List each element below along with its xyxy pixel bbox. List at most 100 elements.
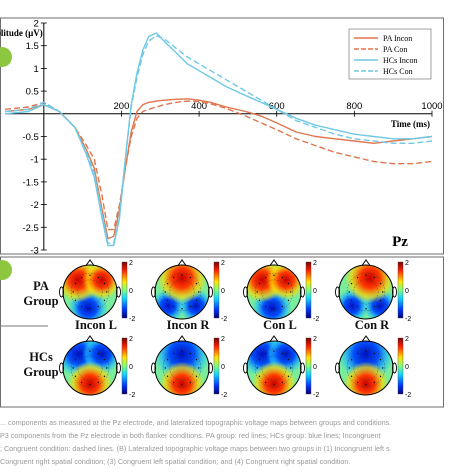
topo-contour xyxy=(169,355,195,381)
colorbar-tick-label: 2 xyxy=(221,336,225,343)
electrode-dot xyxy=(181,384,183,386)
topo-positive-blob xyxy=(344,265,393,304)
y-axis-label: Amplitude (µV) xyxy=(0,28,43,38)
head-ear-left xyxy=(335,362,340,374)
electrode-dot xyxy=(72,291,74,293)
legend-label-0: PA Incon xyxy=(383,34,412,43)
condition-label-incon-l: Incon L xyxy=(74,318,118,332)
electrode-dot xyxy=(379,299,382,302)
row-label-pa-line2: Group xyxy=(23,294,59,308)
electrode-dot xyxy=(287,299,290,302)
electrode-dot xyxy=(356,352,359,355)
y-tick-label: -0.5 xyxy=(22,132,38,143)
electrode-dot xyxy=(273,308,275,310)
electrode-dot xyxy=(172,305,175,308)
caption-line-4: Congruent right spatial condition; (3) C… xyxy=(0,457,351,466)
topo-contour xyxy=(77,279,103,305)
electrode-dot xyxy=(80,305,83,308)
colorbar-tick-label: 0 xyxy=(405,364,409,371)
head-outline xyxy=(246,340,302,396)
electrode-dot xyxy=(350,375,353,378)
electrode-dot xyxy=(89,384,91,386)
head-nose xyxy=(269,259,279,266)
panel-b-border xyxy=(0,256,444,408)
head-ear-left xyxy=(151,286,156,298)
series-line-3 xyxy=(4,35,433,244)
y-tick-label: 0.5 xyxy=(26,87,39,98)
electrode-dot xyxy=(350,299,353,302)
electrode-dot xyxy=(97,305,100,308)
colorbar xyxy=(213,261,220,319)
electrode-dot xyxy=(97,352,100,355)
head-ear-right xyxy=(208,362,213,374)
colorbar xyxy=(397,261,404,319)
electrode-dot xyxy=(181,350,183,352)
colorbar xyxy=(121,337,128,395)
head-ear-right xyxy=(392,362,397,374)
y-tick-label: 1.5 xyxy=(26,41,39,52)
head-ear-left xyxy=(151,362,156,374)
topo-map-0-1: 2 0 -2 xyxy=(151,259,227,323)
electrode-dot xyxy=(195,282,198,285)
electrode-dot xyxy=(80,352,83,355)
topo-positive-blob xyxy=(343,361,389,395)
electrode-dot xyxy=(365,384,367,386)
x-tick-label: 400 xyxy=(191,101,207,112)
topography-panel: 2 0 -2 2 0 -2 2 0 -2 2 0 -2 2 0 -2 2 0 -2 2 0 -2 2 0 -2 xyxy=(0,256,444,408)
electrode-dot xyxy=(103,282,106,285)
colorbar-tick-label: -2 xyxy=(405,316,411,323)
colorbar xyxy=(397,337,404,395)
electrode-dot xyxy=(290,367,292,369)
colorbar-tick-label: 2 xyxy=(313,336,317,343)
electrode-dot xyxy=(103,375,106,378)
y-tick-label: -1 xyxy=(30,155,38,166)
electrode-dot xyxy=(365,350,367,352)
colorbar-tick-label: -2 xyxy=(221,392,227,399)
colorbar xyxy=(305,261,312,319)
topo-fill xyxy=(155,265,209,319)
electrode-dot xyxy=(287,282,290,285)
electrode-dot xyxy=(287,375,290,378)
head-ear-right xyxy=(208,286,213,298)
panel-a-border xyxy=(0,17,444,255)
electrode-dot xyxy=(350,282,353,285)
electrode-dot xyxy=(74,375,77,378)
electrode-dot xyxy=(106,291,108,293)
electrode-dot xyxy=(256,367,258,369)
electrode-dot xyxy=(89,274,91,276)
colorbar-tick-label: -2 xyxy=(129,316,135,323)
topo-fill xyxy=(339,265,393,319)
electrode-dot xyxy=(348,367,350,369)
electrode-dot xyxy=(74,299,77,302)
colorbar-tick-label: -2 xyxy=(129,392,135,399)
colorbar-tick-label: -2 xyxy=(313,316,319,323)
colorbar-tick-label: 2 xyxy=(221,260,225,267)
row-label-hcs-line1: HCs xyxy=(29,350,53,364)
electrode-dot xyxy=(373,305,376,308)
electrode-dot xyxy=(264,352,267,355)
electrode-dot xyxy=(189,305,192,308)
topo-fill xyxy=(339,341,393,395)
panel-b-marker xyxy=(0,260,12,280)
head-ear-right xyxy=(116,362,121,374)
electrode-dot xyxy=(365,274,367,276)
topo-contour xyxy=(70,348,110,388)
topo-contour xyxy=(346,272,386,312)
colorbar-tick-label: 2 xyxy=(129,336,133,343)
electrode-dot xyxy=(264,276,267,279)
legend-label-1: PA Con xyxy=(383,45,407,54)
electrode-dot xyxy=(258,358,261,361)
colorbar-tick-label: -2 xyxy=(313,392,319,399)
electrode-dot xyxy=(172,276,175,279)
electrode-dot xyxy=(281,276,284,279)
electrode-dot xyxy=(74,358,77,361)
electrode-label: Pz xyxy=(392,234,408,250)
head-outline xyxy=(62,340,118,396)
colorbar-tick-label: 0 xyxy=(221,288,225,295)
electrode-dot xyxy=(80,276,83,279)
colorbar-tick-label: 2 xyxy=(129,260,133,267)
electrode-dot xyxy=(189,381,192,384)
electrode-dot xyxy=(181,308,183,310)
